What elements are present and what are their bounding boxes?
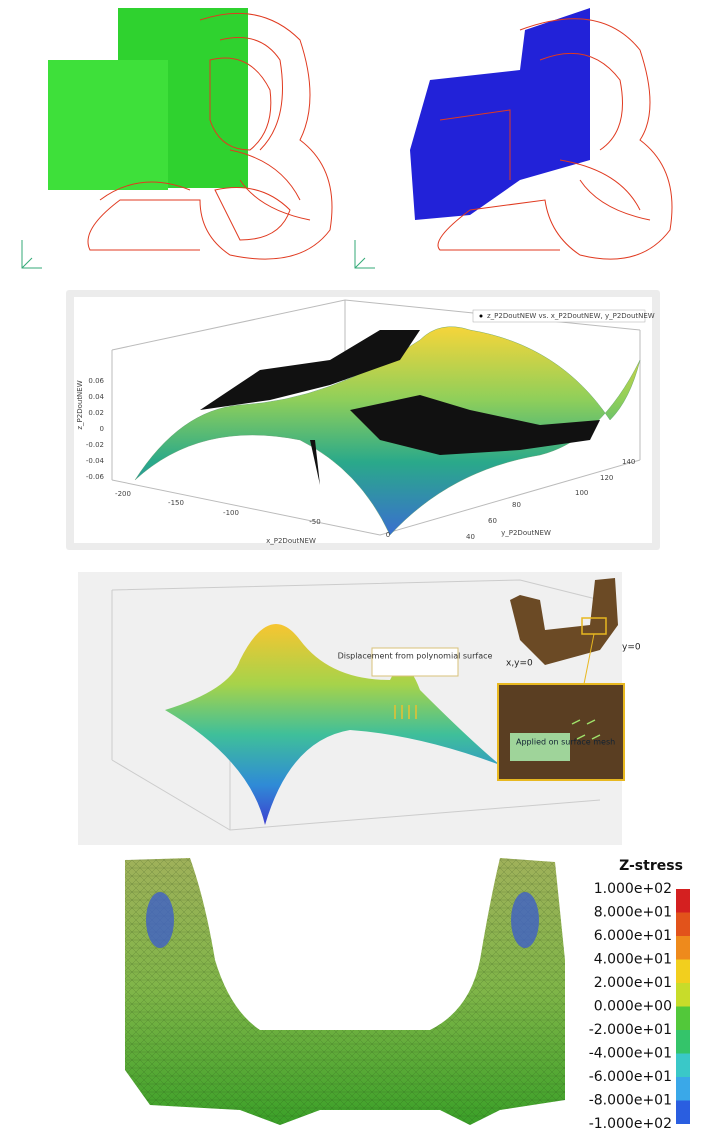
colorbar-swatch [676,1077,690,1101]
colorbar-swatch [676,983,690,1007]
bc-label: x,y=0 [506,659,533,669]
displacement-panel: Displacement from polynomial surface x,y… [78,572,641,845]
colorbar-label: -2.000e+01 [589,1022,672,1038]
colorbar-label: 6.000e+01 [594,928,672,944]
colorbar-label: -8.000e+01 [589,1093,672,1109]
z-tick-label: 0.02 [88,409,104,417]
blue-block [410,8,590,220]
colorbar-label: -6.000e+01 [589,1069,672,1085]
x-tick-label: -200 [115,490,131,498]
colorbar-label: 4.000e+01 [594,952,672,968]
colorbar-swatch [676,889,690,913]
colorbar-swatch [676,1101,690,1125]
stress-panel: Z-stress 1.000e+02 8.000e+01 6.000e+01 4.00… [125,858,690,1132]
colorbar-label: 8.000e+01 [594,905,672,921]
z-tick-label: -0.04 [86,457,105,465]
colorbar-swatch [676,960,690,984]
x-tick-label: -100 [223,509,239,517]
y-tick-label: 140 [622,458,635,466]
colorbar-label: 2.000e+01 [594,975,672,991]
y-axis-label: y_P2DoutNEW [501,529,551,537]
y-tick-label: 100 [575,489,588,497]
z-tick-label: 0.04 [88,393,104,401]
colorbar: 1.000e+02 8.000e+01 6.000e+01 4.000e+01 2.00… [589,881,690,1132]
legend-marker [480,315,483,318]
x-axis-label: x_P2DoutNEW [266,537,316,545]
axis-triad [355,240,375,268]
axis-triad [22,240,42,268]
mesh-inset [498,684,624,780]
mesh-lines [125,858,565,1125]
colorbar-swatch [676,1007,690,1031]
colorbar-label: -4.000e+01 [589,1046,672,1062]
z-tick-label: -0.06 [86,473,105,481]
z-tick-label: 0 [100,425,104,433]
y-tick-label: 120 [600,474,613,482]
callout-text: Displacement from polynomial surface [338,652,493,661]
colorbar-swatch [676,913,690,937]
y-tick-label: 80 [512,501,521,509]
z-tick-label: -0.02 [86,441,104,449]
colorbar-label: 0.000e+00 [594,999,672,1015]
colorbar-swatch [676,1054,690,1078]
colorbar-swatch [676,936,690,960]
figure: z_P2DoutNEW vs. x_P2DoutNEW, y_P2DoutNEW… [0,0,703,1132]
x-tick-label: -150 [168,499,184,507]
y-tick-label: 60 [488,517,497,525]
colorbar-label: -1.000e+02 [589,1116,672,1132]
z-axis-label: z_P2DoutNEW [76,380,84,429]
z-tick-label: 0.06 [88,377,104,385]
cad-panel [22,8,672,268]
inset-callout: Applied on surface mesh [516,738,615,747]
colorbar-swatch [676,1030,690,1054]
stress-hotspot [511,892,539,948]
colorbar-label: 1.000e+02 [594,881,672,897]
bc-label: y=0 [622,643,641,653]
x-tick-label: 0 [386,531,390,539]
green-block [48,60,168,190]
colorbar-title: Z-stress [619,858,683,874]
stress-hotspot [146,892,174,948]
legend-text: z_P2DoutNEW vs. x_P2DoutNEW, y_P2DoutNEW [487,312,655,320]
x-tick-label: -50 [309,518,320,526]
surface-plot-panel: z_P2DoutNEW vs. x_P2DoutNEW, y_P2DoutNEW… [66,290,660,550]
y-tick-label: 40 [466,533,475,541]
